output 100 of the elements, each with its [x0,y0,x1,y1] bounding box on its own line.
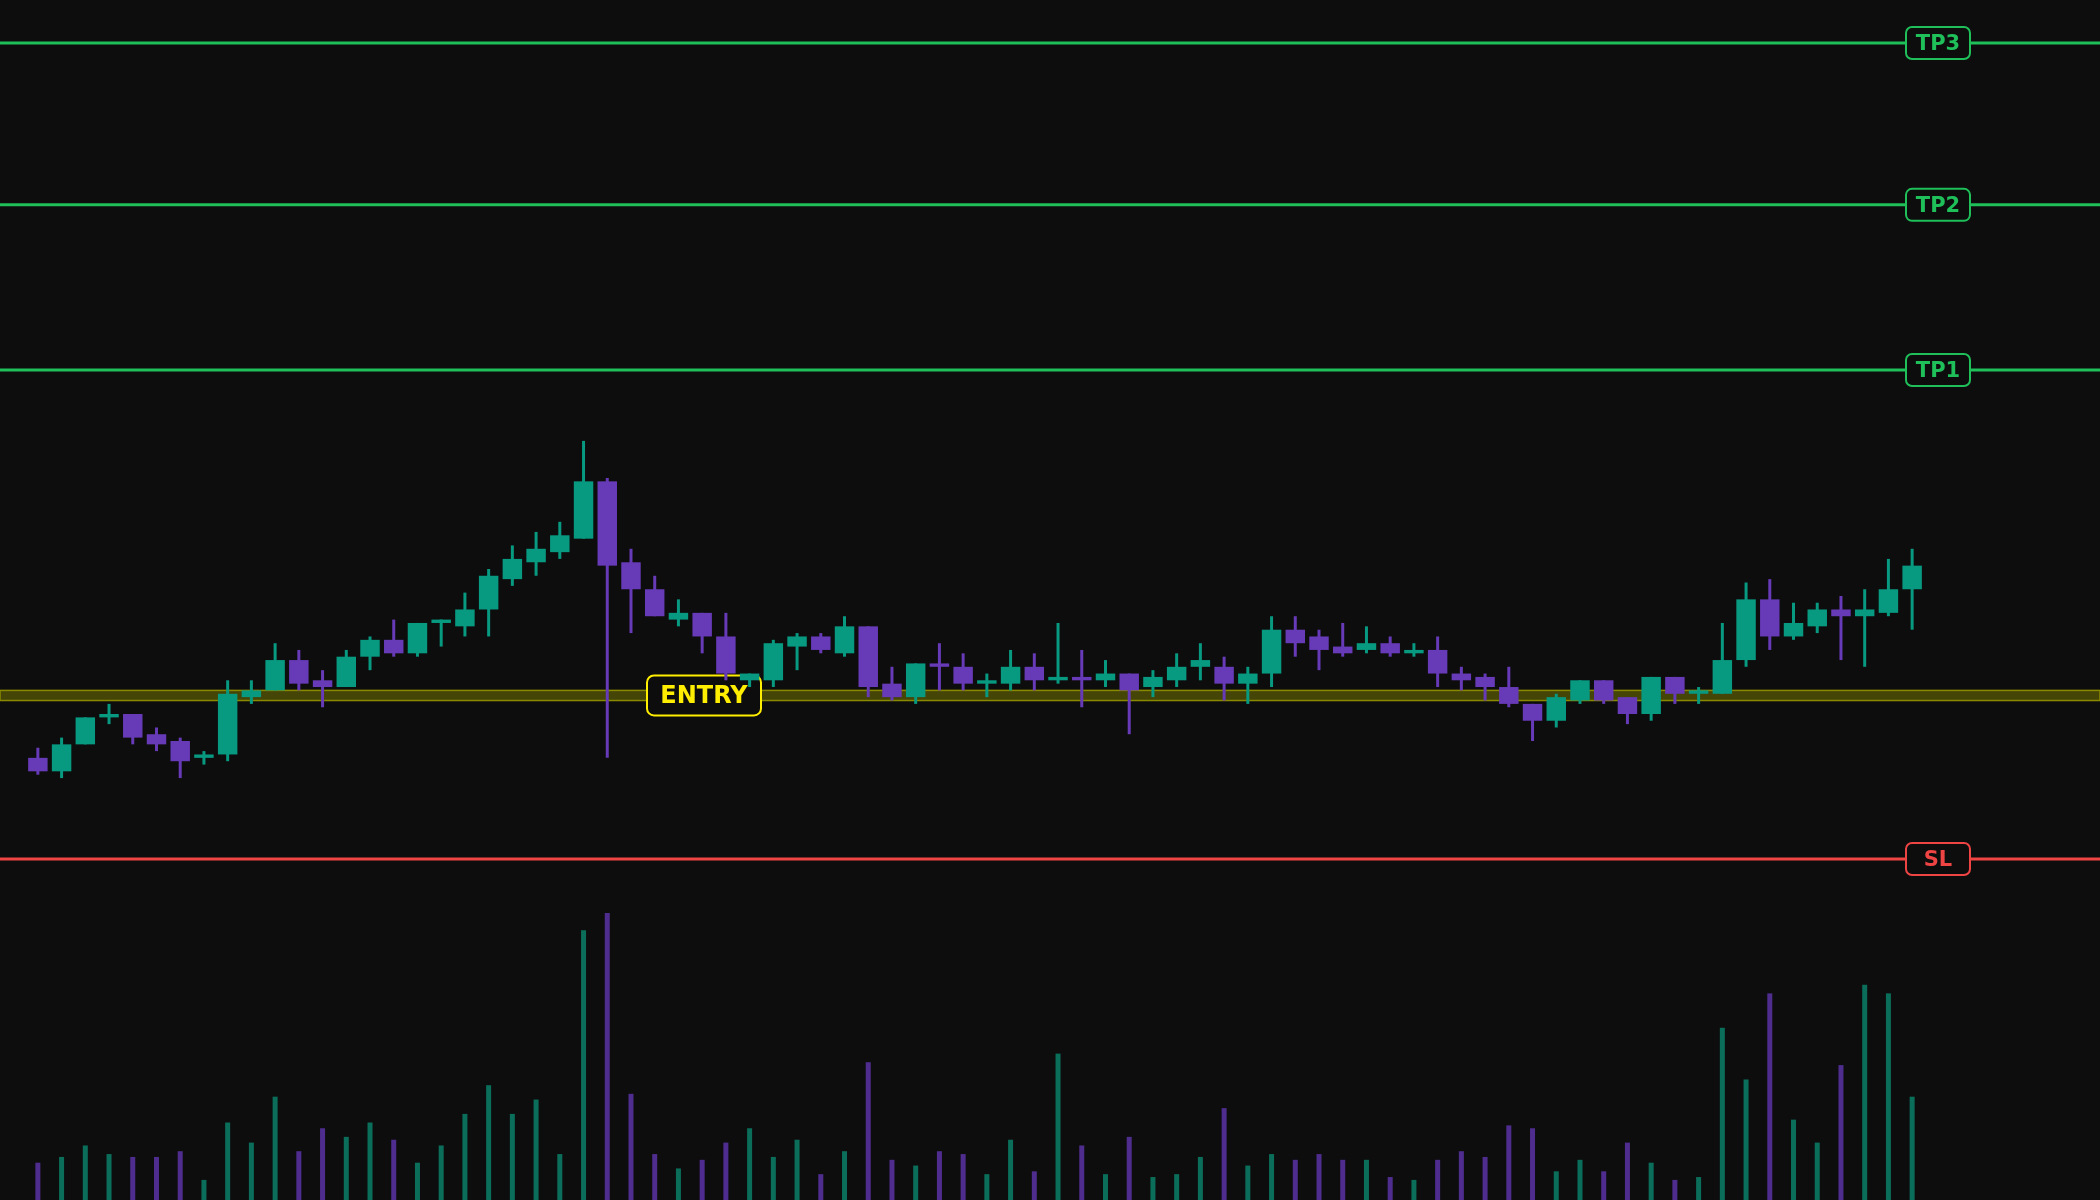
bar [557,1154,563,1200]
bar [794,1139,800,1200]
bar [1435,1159,1441,1200]
bar [699,1159,705,1200]
candlestick [312,670,333,708]
candlestick [502,545,523,586]
bar [1696,1177,1702,1200]
bar [770,1156,776,1200]
bar [225,1122,231,1200]
bar [628,1093,634,1200]
bar [1150,1177,1156,1200]
bar [1601,1171,1607,1200]
ref-line-label: TP2 [1915,192,1961,217]
candlestick [1854,589,1875,667]
bar [201,1179,207,1200]
bar [1008,1139,1014,1200]
bar [889,1159,895,1200]
candlestick [1000,648,1021,691]
bar [1387,1177,1393,1200]
candlestick [668,599,689,627]
candlestick [1356,626,1377,654]
bar [1838,1065,1844,1200]
bar [842,1151,848,1200]
candlestick [431,619,451,647]
candlestick [1285,616,1306,657]
bar [1885,993,1891,1200]
candlestick [99,702,119,726]
bar [652,1154,658,1200]
bar [1530,1128,1536,1200]
candlestick [811,633,831,654]
bar [1055,1053,1061,1200]
candlestick [123,714,143,745]
candlestick [692,611,712,654]
bar [486,1085,492,1200]
candlestick [1024,653,1045,691]
bar [1482,1156,1488,1200]
candlestick [1238,665,1258,704]
bar [1672,1179,1678,1200]
candlestick [526,530,546,576]
bar [367,1122,373,1200]
bar [818,1174,824,1200]
bar [1767,993,1773,1200]
bar [130,1156,136,1200]
candlestick [1475,673,1495,701]
candlestick [1522,702,1543,741]
bar [936,1151,942,1200]
bar [1862,984,1868,1200]
bar [1909,1096,1915,1200]
candlestick [455,592,475,637]
bar [35,1162,41,1200]
candlestick [1807,602,1827,635]
bar [177,1151,183,1200]
bar [296,1151,302,1200]
candlestick [1143,670,1163,699]
ref-line-label: TP1 [1915,358,1961,383]
bar [59,1156,65,1200]
candlestick [1190,643,1211,681]
bar [1814,1142,1820,1200]
bar [1126,1136,1132,1200]
candlestick [1878,557,1899,618]
bar [1743,1079,1749,1200]
bar [984,1174,990,1200]
bar [438,1145,444,1200]
candlestick [977,673,997,699]
candlestick [1427,636,1448,688]
bar [320,1128,326,1200]
candlestick [1166,653,1187,688]
bar [1316,1154,1322,1200]
bar [343,1136,349,1200]
band-label: ENTRY [660,681,749,710]
bar [1031,1171,1037,1200]
candlestick [1593,680,1614,704]
bar [865,1062,871,1200]
bar [1079,1145,1085,1200]
bar [248,1142,254,1200]
bar [1719,1027,1725,1200]
candlestick [1119,673,1139,736]
candlestick [1902,547,1922,630]
bar [1102,1174,1108,1200]
candlestick [1309,629,1329,672]
candlestick [882,665,902,701]
bar [1292,1159,1298,1200]
candlestick [1499,665,1519,708]
bar [533,1099,539,1200]
bar [1624,1142,1630,1200]
bar [960,1154,966,1200]
candlestick [1048,622,1068,684]
candlestick [289,648,309,691]
candlestick [360,636,380,672]
bar [1340,1159,1346,1200]
bar [1648,1162,1654,1200]
candlestick [1380,636,1400,657]
bar [1791,1119,1797,1200]
bar [723,1142,729,1200]
ref-line-label: TP3 [1915,31,1961,55]
bar [1197,1156,1203,1200]
ref-line-label: SL [1923,847,1953,871]
bar [1506,1125,1512,1200]
bar [1245,1165,1251,1200]
bar [153,1156,159,1200]
